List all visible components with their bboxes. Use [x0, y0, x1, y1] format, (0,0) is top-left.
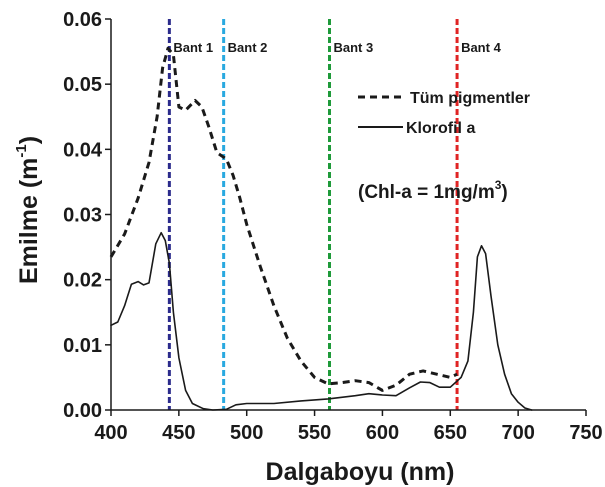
x-tick-label: 400	[94, 422, 127, 444]
band-label-3: Bant 3	[334, 40, 374, 55]
band-label-4: Bant 4	[461, 40, 502, 55]
x-tick-label: 600	[366, 422, 399, 444]
x-tick-label: 750	[569, 422, 602, 444]
legend: Tüm pigmentler Klorofil a	[358, 90, 530, 137]
y-tick-label: 0.04	[63, 139, 103, 161]
y-tick-label: 0.05	[63, 74, 102, 96]
y-tick-label: 0.06	[63, 9, 102, 31]
x-tick-label: 650	[434, 422, 467, 444]
concentration-annotation: (Chl-a = 1mg/m3)	[358, 178, 508, 203]
legend-label-all-pigments: Tüm pigmentler	[410, 90, 530, 107]
x-tick-label: 450	[162, 422, 195, 444]
y-tick-label: 0.03	[63, 205, 102, 227]
y-tick-label: 0.01	[63, 335, 102, 357]
series-line-all-pigments	[109, 46, 458, 392]
series-line-chlorophyll	[110, 231, 533, 411]
x-tick-label: 550	[298, 422, 331, 444]
band-label-1: Bant 1	[173, 40, 213, 55]
y-axis-title: Emilme (m-1)	[13, 136, 43, 284]
y-tick-label: 0.00	[63, 400, 102, 422]
band-label-2: Bant 2	[228, 40, 268, 55]
legend-label-chlorophyll: Klorofil a	[406, 120, 475, 137]
x-tick-label: 500	[230, 422, 263, 444]
x-tick-label: 700	[501, 422, 534, 444]
x-axis-title: Dalgaboyu (nm)	[266, 458, 455, 486]
y-tick-label: 0.02	[63, 270, 102, 292]
